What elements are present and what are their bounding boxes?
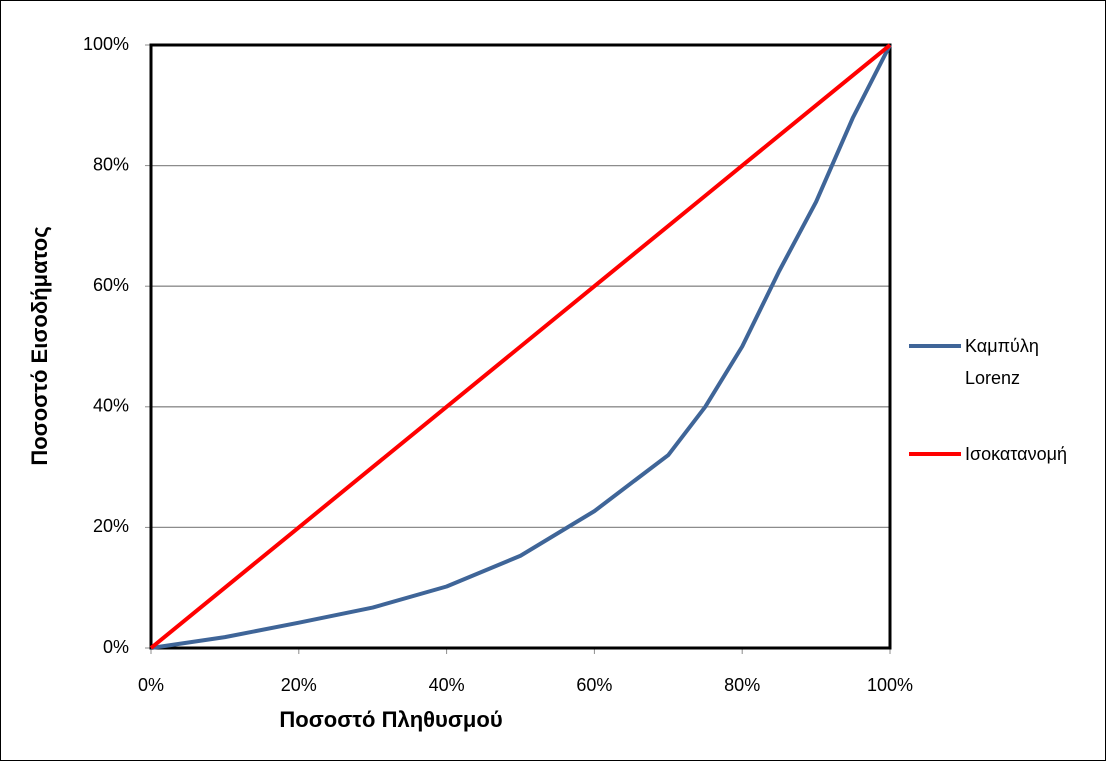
x-tick-label: 60% bbox=[576, 675, 612, 695]
y-tick-label: 20% bbox=[93, 516, 129, 536]
y-tick-label: 0% bbox=[103, 637, 129, 657]
legend-label: Ισοκατανομή bbox=[965, 444, 1067, 464]
plot-border bbox=[149, 43, 892, 650]
x-axis-title: Ποσοστό Πληθυσμού bbox=[279, 707, 502, 732]
series-line bbox=[150, 44, 892, 650]
x-tick-label: 0% bbox=[138, 675, 164, 695]
y-tick-label: 60% bbox=[93, 275, 129, 295]
x-tick-label: 100% bbox=[867, 675, 913, 695]
series-line bbox=[149, 43, 892, 650]
y-tick-label: 40% bbox=[93, 396, 129, 416]
x-tick-label: 20% bbox=[281, 675, 317, 695]
y-tick-label: 100% bbox=[83, 34, 129, 54]
x-tick-label: 40% bbox=[429, 675, 465, 695]
x-tick-label: 80% bbox=[724, 675, 760, 695]
legend-label: Καμπύλη Lorenz bbox=[965, 336, 1039, 388]
y-axis-title: Ποσοστό Εισοδήματος bbox=[27, 226, 52, 465]
y-tick-label: 80% bbox=[93, 154, 129, 174]
